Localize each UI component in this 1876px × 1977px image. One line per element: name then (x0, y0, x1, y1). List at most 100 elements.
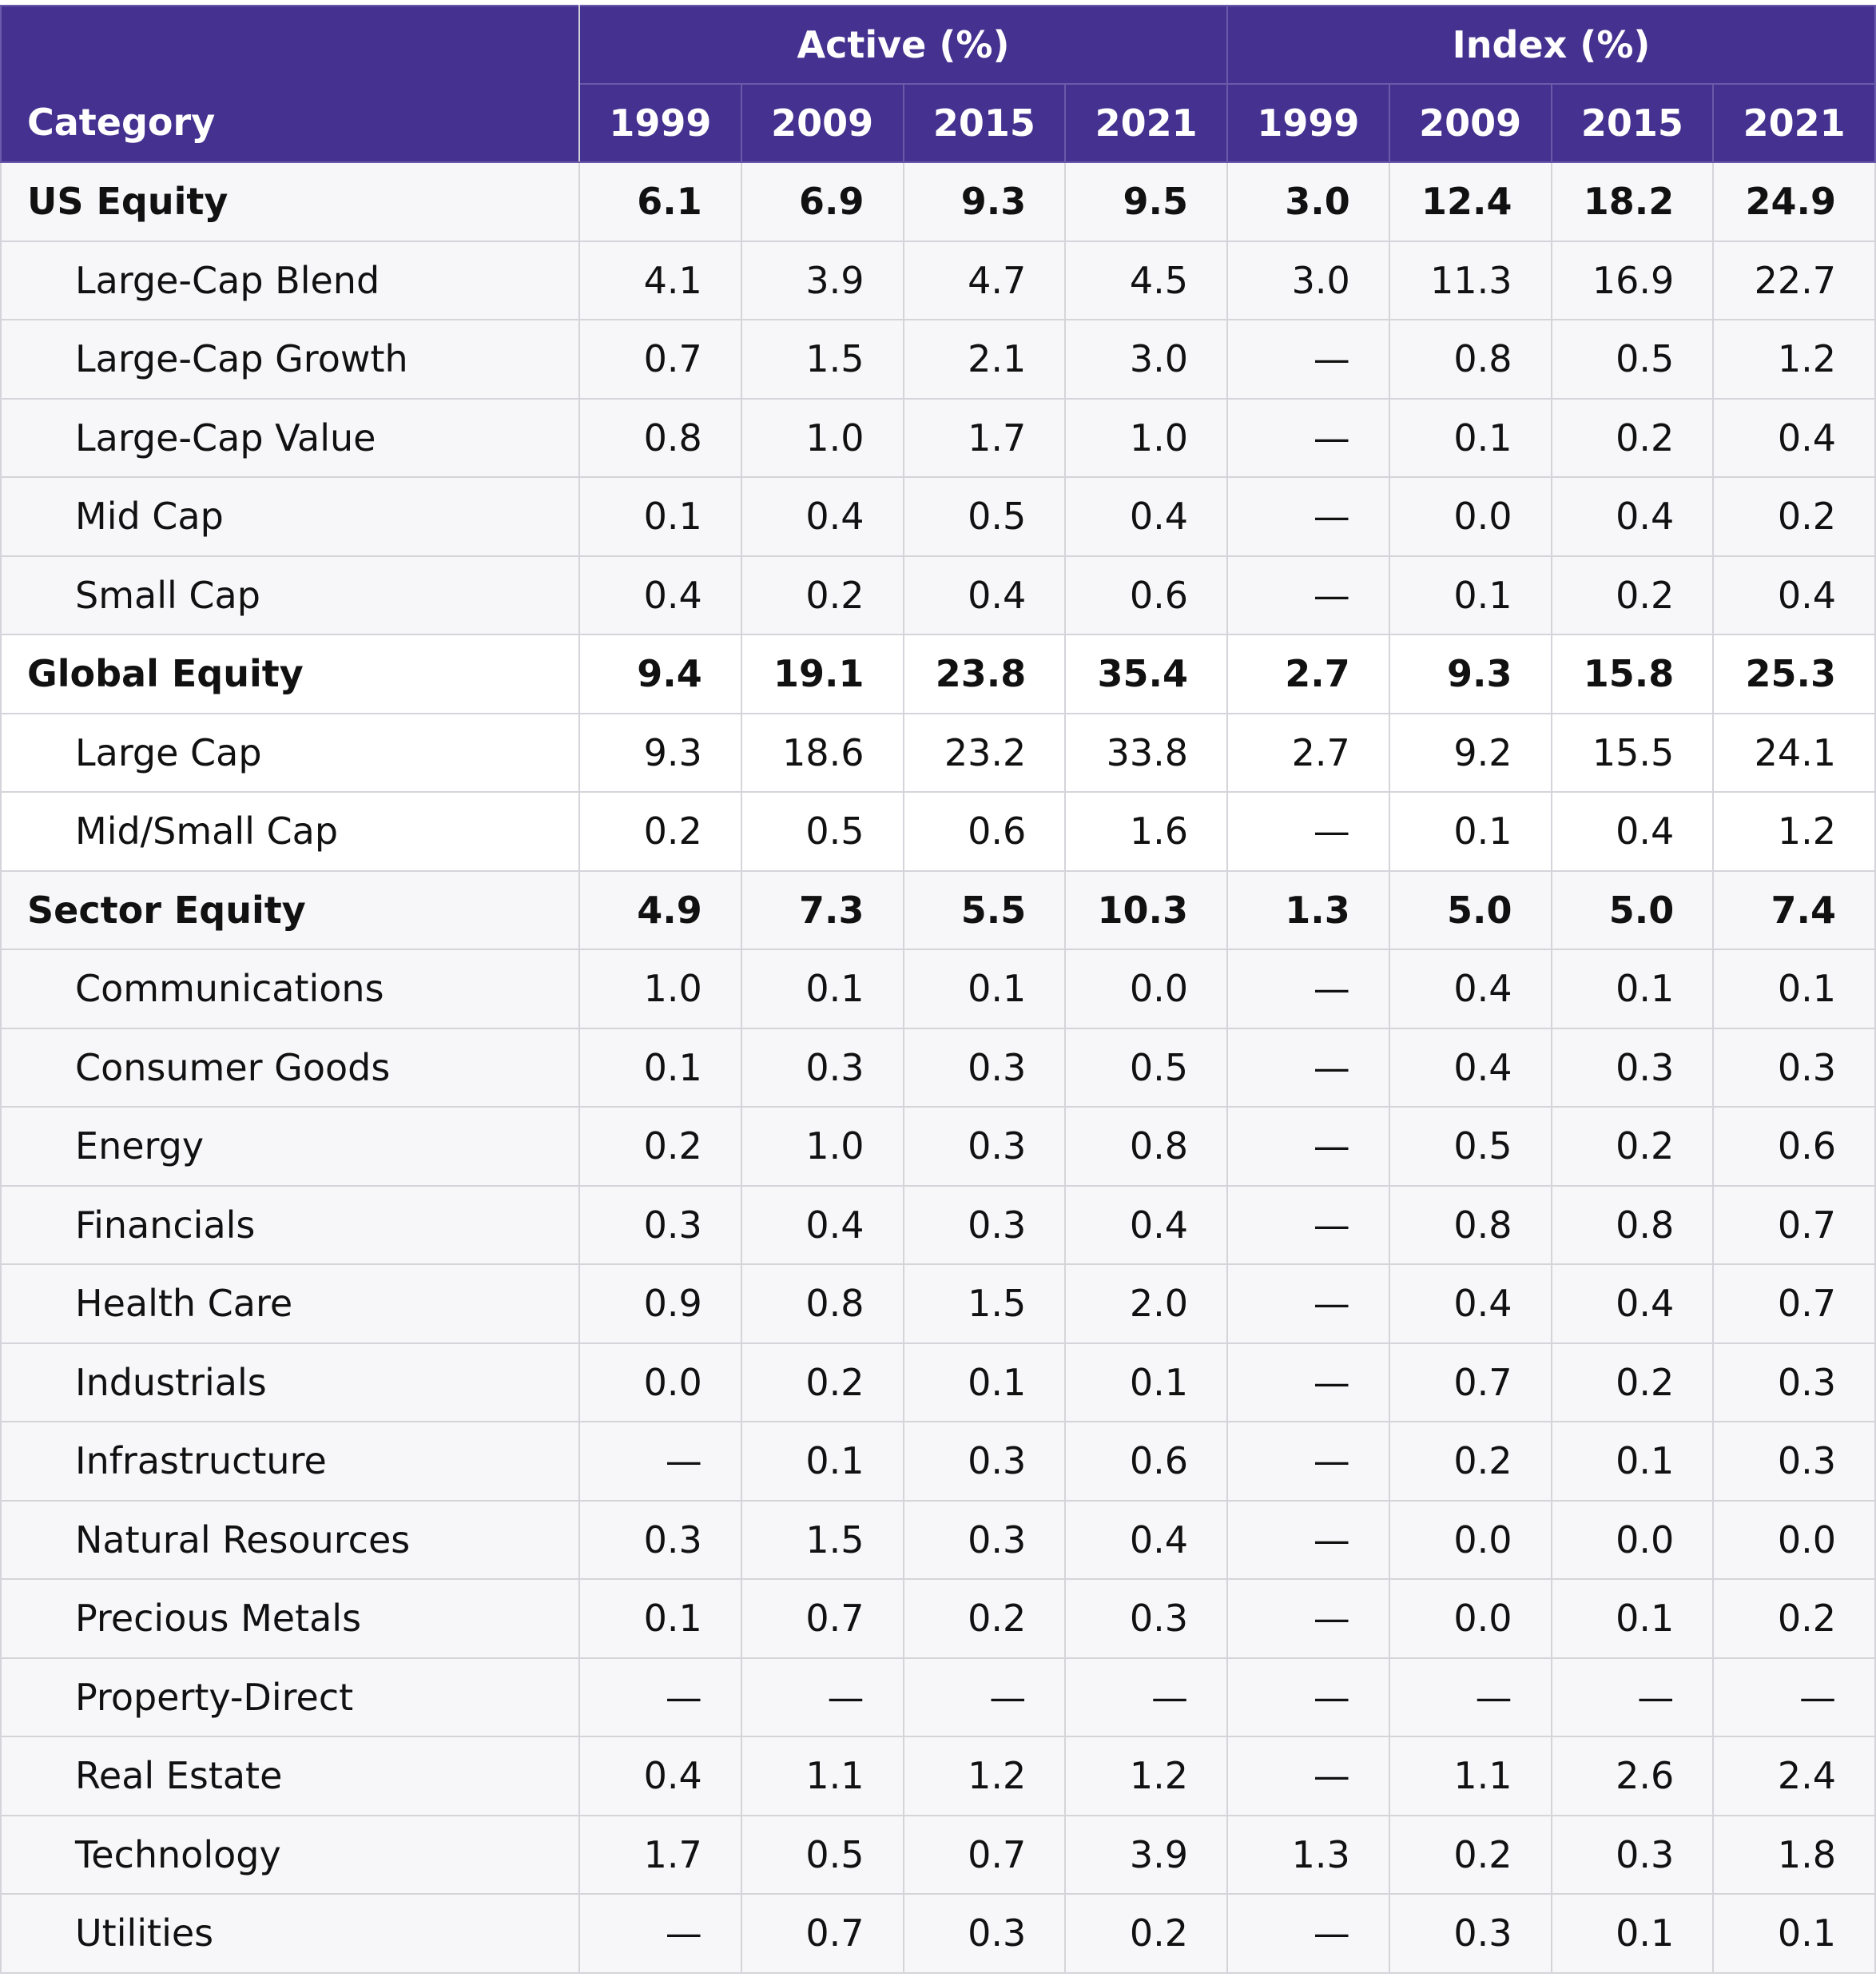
category-label: Communications (0, 949, 580, 1029)
value-cell: 15.8 (1550, 634, 1715, 714)
table-row: Sector Equity 4.9 7.3 5.5 10.3 1.3 5.0 5.0 7.4 (0, 869, 1876, 950)
table-header: Category Active (%) Index (%) 1999 2009 … (0, 5, 1876, 163)
value-cell: 1.0 (1064, 397, 1229, 478)
category-group-label: US Equity (0, 161, 580, 242)
value-cell: 0.4 (1550, 791, 1715, 872)
value-cell: 23.2 (902, 712, 1067, 793)
value-cell: 1.5 (902, 1263, 1067, 1344)
value-cell: 0.4 (1388, 1027, 1552, 1108)
value-cell: 1.5 (740, 319, 904, 400)
value-cell: — (1226, 476, 1390, 557)
table-row: Large Cap 9.3 18.6 23.2 33.8 2.7 9.2 15.5 24.1 (0, 712, 1876, 793)
value-cell: 0.2 (1550, 397, 1715, 478)
value-cell: 6.1 (578, 161, 742, 242)
value-cell: 1.0 (740, 1106, 904, 1187)
value-cell: 24.1 (1712, 712, 1876, 793)
category-label: Mid Cap (0, 476, 580, 557)
value-cell: 2.4 (1712, 1736, 1876, 1816)
value-cell: 0.3 (1712, 1027, 1876, 1108)
value-cell: — (1226, 1893, 1390, 1974)
value-cell: — (740, 1657, 904, 1737)
table-row: Real Estate 0.4 1.1 1.2 1.2—1.1 2.6 2.4 (0, 1736, 1876, 1816)
category-label: Large-Cap Blend (0, 240, 580, 320)
category-label: Real Estate (0, 1736, 580, 1816)
table-row: Health Care 0.9 0.8 1.5 2.0—0.4 0.4 0.7 (0, 1263, 1876, 1344)
category-group-label: Sector Equity (0, 869, 580, 950)
value-cell: — (1226, 555, 1390, 635)
value-cell: 1.2 (1064, 1736, 1229, 1816)
value-cell: 0.2 (1550, 1342, 1715, 1422)
value-cell: 0.4 (1388, 1263, 1552, 1344)
value-cell: 0.3 (902, 1106, 1067, 1187)
value-cell: 7.4 (1712, 869, 1876, 950)
value-cell: 0.6 (902, 791, 1067, 872)
value-cell: 0.0 (1388, 1499, 1552, 1580)
value-cell: 3.0 (1064, 319, 1229, 400)
value-cell: 0.2 (1550, 555, 1715, 635)
category-label: Natural Resources (0, 1499, 580, 1580)
value-cell: 9.3 (578, 712, 742, 793)
value-cell: 0.1 (578, 1578, 742, 1659)
category-label: Precious Metals (0, 1578, 580, 1659)
value-cell: 0.4 (740, 476, 904, 557)
value-cell: 4.1 (578, 240, 742, 320)
value-cell: 33.8 (1064, 712, 1229, 793)
table-row: Energy 0.2 1.0 0.3 0.8—0.5 0.2 0.6 (0, 1106, 1876, 1187)
value-cell: 0.1 (740, 1421, 904, 1502)
value-cell: 0.4 (1064, 1499, 1229, 1580)
header-year: 2009 (740, 83, 904, 163)
value-cell: 0.5 (1550, 319, 1715, 400)
table-row: Small Cap 0.4 0.2 0.4 0.6—0.1 0.2 0.4 (0, 555, 1876, 635)
value-cell: 0.1 (578, 476, 742, 557)
value-cell: 1.2 (1712, 791, 1876, 872)
value-cell: — (578, 1421, 742, 1502)
value-cell: 5.0 (1388, 869, 1552, 950)
value-cell: 23.8 (902, 634, 1067, 714)
value-cell: 0.3 (1550, 1027, 1715, 1108)
table-body: US Equity 6.1 6.9 9.3 9.5 3.0 12.4 18.2 24.9 Larg… (0, 161, 1876, 1974)
header-group-row: Category Active (%) Index (%) (0, 5, 1876, 163)
value-cell: 0.0 (1550, 1499, 1715, 1580)
category-label: Large Cap (0, 712, 580, 793)
value-cell: — (1388, 1657, 1552, 1737)
value-cell: 11.3 (1388, 240, 1552, 320)
category-label: Industrials (0, 1342, 580, 1422)
header-year: 2021 (1712, 83, 1876, 163)
category-label: Infrastructure (0, 1421, 580, 1502)
value-cell: 25.3 (1712, 634, 1876, 714)
value-cell: 0.4 (578, 1736, 742, 1816)
value-cell: — (1226, 791, 1390, 872)
value-cell: 0.4 (740, 1184, 904, 1265)
data-table: Category Active (%) Index (%) 1999 2009 … (0, 5, 1876, 1974)
value-cell: 18.2 (1550, 161, 1715, 242)
value-cell: 0.0 (1388, 1578, 1552, 1659)
value-cell: — (1226, 1106, 1390, 1187)
header-group-active: Active (%) (578, 5, 1229, 85)
value-cell: 5.5 (902, 869, 1067, 950)
value-cell: 0.2 (578, 1106, 742, 1187)
table-row: Global Equity 9.4 19.1 23.8 35.4 2.7 9.3 15.8 25… (0, 634, 1876, 714)
value-cell: 0.7 (1712, 1263, 1876, 1344)
value-cell: 0.3 (902, 1027, 1067, 1108)
value-cell: 9.3 (1388, 634, 1552, 714)
category-label: Small Cap (0, 555, 580, 635)
value-cell: 22.7 (1712, 240, 1876, 320)
value-cell: 0.3 (1712, 1421, 1876, 1502)
value-cell: 1.1 (740, 1736, 904, 1816)
value-cell: 0.1 (1388, 791, 1552, 872)
value-cell: — (1064, 1657, 1229, 1737)
value-cell: 0.3 (902, 1421, 1067, 1502)
value-cell: 0.6 (1712, 1106, 1876, 1187)
value-cell: 0.8 (740, 1263, 904, 1344)
value-cell: 0.4 (1064, 476, 1229, 557)
value-cell: — (578, 1893, 742, 1974)
value-cell: 6.9 (740, 161, 904, 242)
value-cell: 0.2 (578, 791, 742, 872)
value-cell: 1.2 (1712, 319, 1876, 400)
value-cell: 1.6 (1064, 791, 1229, 872)
header-year: 1999 (1226, 83, 1390, 163)
value-cell: 9.3 (902, 161, 1067, 242)
value-cell: 0.2 (1712, 1578, 1876, 1659)
value-cell: 0.5 (1388, 1106, 1552, 1187)
category-label: Financials (0, 1184, 580, 1265)
